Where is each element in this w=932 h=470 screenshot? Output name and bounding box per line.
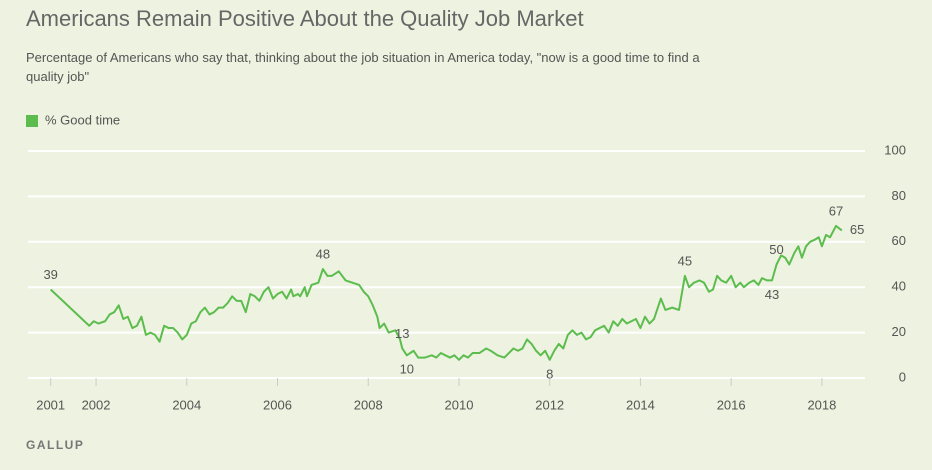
data-label: 67 [829, 203, 843, 218]
x-tick-label: 2018 [807, 397, 836, 412]
x-tick-label: 2014 [626, 397, 655, 412]
x-tick-label: 2002 [82, 397, 111, 412]
y-tick-label: 40 [892, 279, 906, 294]
x-tick-label: 2006 [263, 397, 292, 412]
y-tick-label: 80 [892, 188, 906, 203]
data-label: 50 [769, 242, 783, 257]
legend-label: % Good time [45, 112, 120, 127]
data-label: 39 [43, 267, 57, 282]
data-label: 13 [395, 326, 409, 341]
data-label: 8 [546, 366, 553, 381]
y-tick-label: 0 [899, 369, 906, 384]
x-tick-label: 2010 [445, 397, 474, 412]
y-tick-label: 20 [892, 324, 906, 339]
source: GALLUP [26, 438, 85, 452]
chart: 0 20 40 60 80 100 2001 2002 2004 2006 2008 2010 2012… [26, 112, 906, 412]
data-label: 10 [400, 362, 414, 377]
x-tick-label: 2008 [354, 397, 383, 412]
x-tick-label: 2001 [36, 397, 65, 412]
line-series [49, 224, 843, 361]
legend-swatch [26, 115, 38, 127]
data-label: 48 [316, 246, 330, 261]
data-label: 45 [678, 253, 692, 268]
y-tick-label: 60 [892, 233, 906, 248]
data-label: 65 [850, 222, 864, 237]
x-tick-label: 2004 [172, 397, 201, 412]
x-tick-label: 2012 [535, 397, 564, 412]
chart-title: Americans Remain Positive About the Qual… [26, 6, 584, 31]
chart-subtitle: Percentage of Americans who say that, th… [26, 50, 700, 84]
y-tick-label: 100 [884, 142, 906, 157]
data-label: 43 [765, 287, 779, 302]
x-tick-label: 2016 [717, 397, 746, 412]
